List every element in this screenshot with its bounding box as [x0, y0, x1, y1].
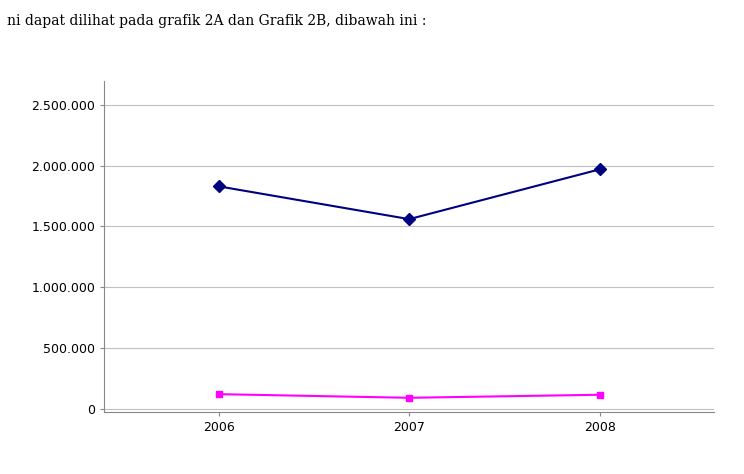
Text: ni dapat dilihat pada grafik 2A dan Grafik 2B, dibawah ini :: ni dapat dilihat pada grafik 2A dan Graf… [7, 14, 427, 28]
